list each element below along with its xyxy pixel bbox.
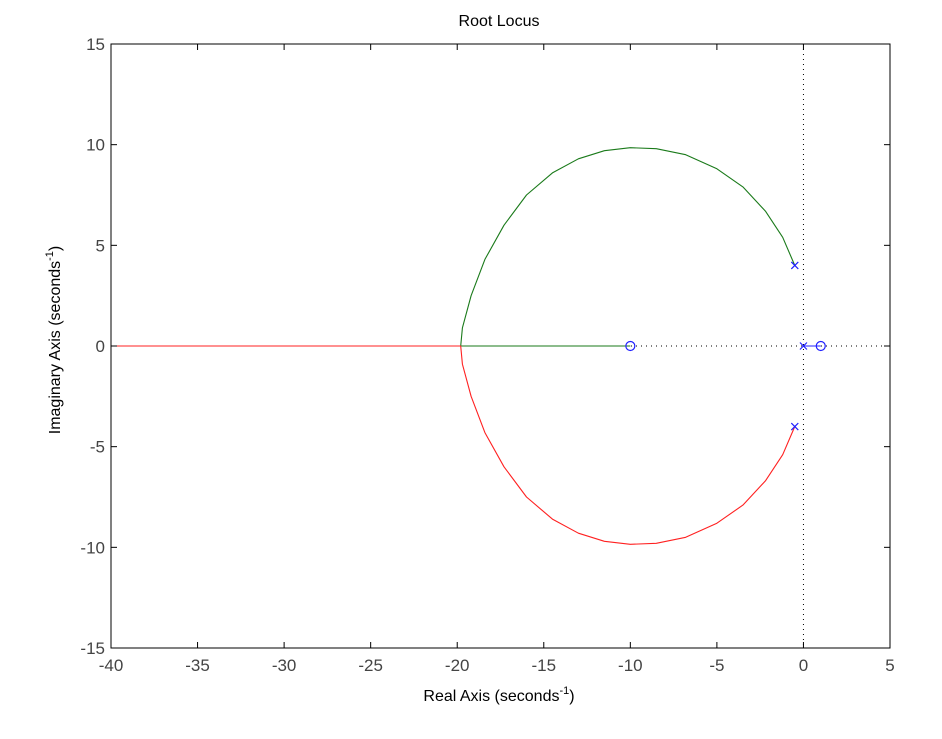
y-tick-label: -5 (90, 438, 105, 457)
axis-ticks: -40 -35 -30 -25 -20 -15 -10 -5 0 5 -15 -10 -5 0 5 10 15 (80, 35, 894, 675)
zero-marker-2 (815, 340, 826, 352)
x-axis-label: Real Axis (seconds-1) (423, 685, 574, 705)
x-tick-label: -35 (185, 656, 210, 675)
x-axis-label-text: Real Axis (seconds (423, 688, 559, 705)
y-tick-label: 0 (96, 337, 105, 356)
pole-marker-2 (790, 422, 799, 431)
x-axis-label-close: ) (569, 688, 574, 705)
reference-lines (111, 44, 890, 648)
locus-branch-2 (111, 345, 796, 545)
chart-title: Root Locus (459, 13, 540, 30)
y-tick-label: -10 (80, 538, 105, 557)
x-tick-label: -5 (709, 656, 724, 675)
y-tick-label: 5 (96, 236, 105, 255)
locus-branch-1 (460, 147, 796, 347)
y-axis-label-sup: -1 (44, 251, 56, 261)
zero-marker-1 (625, 340, 636, 352)
pole-marker-1 (790, 261, 799, 270)
y-axis-label-close: ) (47, 246, 64, 251)
x-tick-label: -40 (99, 656, 124, 675)
x-tick-label: -25 (358, 656, 383, 675)
x-tick-label: -20 (445, 656, 470, 675)
x-tick-label: -10 (618, 656, 643, 675)
x-tick-label: -30 (272, 656, 297, 675)
x-tick-label: -15 (531, 656, 556, 675)
pole-zero-markers (625, 261, 826, 431)
y-axis-label: Imaginary Axis (seconds-1) (44, 246, 64, 435)
y-axis-label-text: Imaginary Axis (seconds (47, 261, 64, 434)
y-tick-label: -15 (80, 639, 105, 658)
x-tick-label: 0 (799, 656, 808, 675)
x-tick-label: 5 (885, 656, 894, 675)
locus-branches (111, 147, 821, 545)
x-axis-label-sup: -1 (559, 685, 569, 697)
pole-marker-3 (799, 342, 808, 350)
y-tick-label: 15 (86, 35, 105, 54)
y-tick-label: 10 (86, 136, 105, 155)
